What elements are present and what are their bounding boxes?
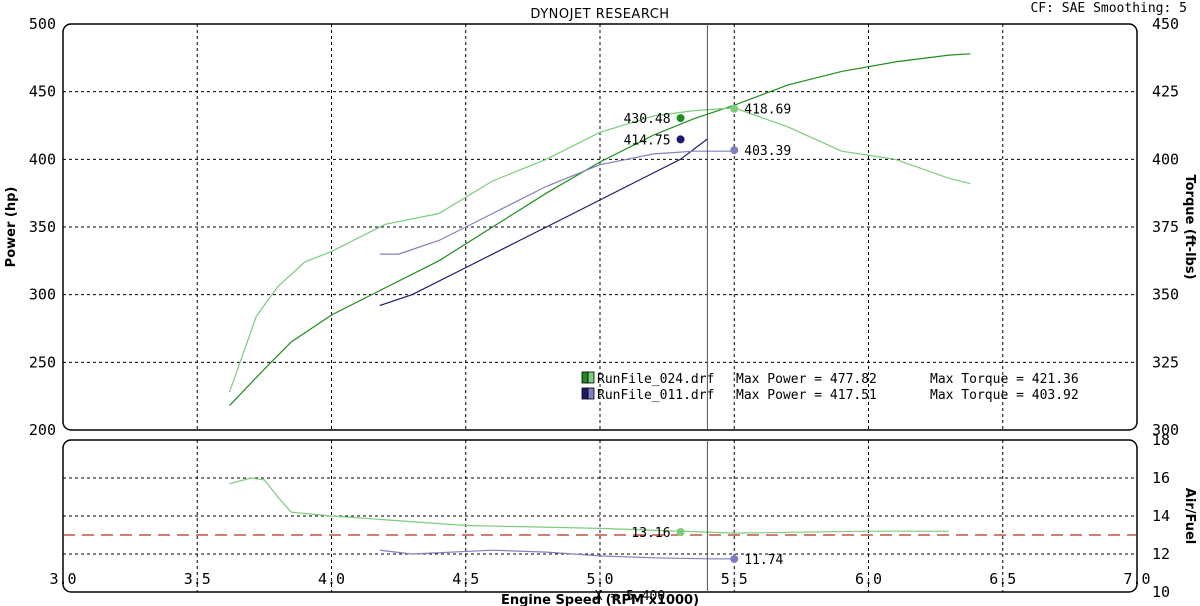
series-line-afr-runfile011drf bbox=[379, 549, 735, 560]
axis-ticks: 3.0 3.5 4.0 4.5 5.0 5.5 6.0 6.5 7.0 200 250 300 350 4… bbox=[29, 15, 1179, 601]
afr-tick-label: 14 bbox=[1152, 507, 1170, 525]
correction-factor: CF: SAE Smoothing: 5 bbox=[1030, 1, 1187, 16]
chart-title: DYNOJET RESEARCH bbox=[530, 7, 669, 22]
left-tick-label: 300 bbox=[29, 286, 56, 304]
cursor-marker-dot bbox=[676, 527, 685, 536]
air-fuel-series bbox=[229, 477, 949, 560]
left-tick-label: 450 bbox=[29, 83, 56, 101]
bottom-grid bbox=[63, 440, 1137, 592]
legend-swatch-run-024 bbox=[581, 371, 589, 384]
x-tick-label: 6.0 bbox=[855, 570, 882, 588]
legend-row: RunFile_024.drf Max Power = 477.82 Max T… bbox=[581, 371, 1079, 387]
cursor-value-label: 414.75 bbox=[624, 133, 671, 148]
x-tick-label: 4.0 bbox=[318, 570, 345, 588]
left-tick-label: 350 bbox=[29, 218, 56, 236]
afr-tick-label: 10 bbox=[1152, 583, 1170, 601]
cursor-value-label: 13.16 bbox=[631, 526, 670, 541]
legend-max-torque: Max Torque = 403.92 bbox=[930, 388, 1079, 403]
afr-tick-label: 18 bbox=[1152, 431, 1170, 449]
x-tick-label: 5.0 bbox=[586, 570, 613, 588]
right-tick-label: 450 bbox=[1152, 15, 1179, 33]
cursor-value-label: 403.39 bbox=[744, 144, 791, 159]
series-line-power-runfile011drf bbox=[379, 138, 708, 307]
cursor-marker-dot bbox=[730, 104, 739, 113]
x-tick-label: 6.5 bbox=[989, 570, 1016, 588]
cursor-markers: 430.48 418.69 414.75 403.39 13.16 11.74 bbox=[624, 103, 792, 568]
cursor-marker-dot bbox=[730, 146, 739, 155]
series-line-torque-runfile024drf bbox=[228, 107, 971, 393]
legend-max-power: Max Power = 417.51 bbox=[736, 388, 877, 403]
left-tick-label: 400 bbox=[29, 150, 56, 168]
cursor-marker-dot bbox=[676, 135, 685, 144]
left-tick-label: 200 bbox=[29, 421, 56, 439]
series-line-afr-runfile024drf bbox=[229, 477, 949, 534]
right-tick-label: 300 bbox=[1152, 421, 1179, 439]
right-tick-label: 325 bbox=[1152, 353, 1179, 371]
legend-max-torque: Max Torque = 421.36 bbox=[930, 372, 1079, 387]
legend-max-power: Max Power = 477.82 bbox=[736, 372, 877, 387]
series-line-power-runfile024drf bbox=[229, 53, 971, 407]
left-tick-label: 500 bbox=[29, 15, 56, 33]
series-line-torque-runfile011drf bbox=[379, 150, 735, 255]
x-tick-label: 7.0 bbox=[1123, 570, 1150, 588]
x-axis-label: Engine Speed (RPM x1000) bbox=[501, 593, 699, 606]
right-tick-label: 375 bbox=[1152, 218, 1179, 236]
afr-axis-label: Air/Fuel bbox=[1182, 488, 1197, 544]
x-tick-label: 4.5 bbox=[452, 570, 479, 588]
cursor-marker-dot bbox=[730, 554, 739, 563]
legend-file: RunFile_011.drf bbox=[597, 388, 714, 403]
cursor-marker-dot bbox=[676, 114, 685, 123]
right-axis-label: Torque (ft-lbs) bbox=[1182, 174, 1197, 279]
left-tick-label: 250 bbox=[29, 353, 56, 371]
x-tick-label: 3.0 bbox=[49, 570, 76, 588]
right-tick-label: 425 bbox=[1152, 83, 1179, 101]
legend-swatch-run-011 bbox=[581, 387, 589, 400]
top-grid bbox=[63, 24, 1137, 430]
cursor-value-label: 418.69 bbox=[744, 103, 791, 118]
left-axis-label: Power (hp) bbox=[4, 187, 19, 268]
cursor-readout: X = 5.400 bbox=[595, 589, 665, 604]
cursor-value-label: 430.48 bbox=[624, 112, 671, 127]
legend-file: RunFile_024.drf bbox=[597, 372, 714, 387]
cursor-value-label: 11.74 bbox=[744, 553, 783, 568]
legend-swatch-run-024-torque bbox=[587, 371, 595, 384]
right-tick-label: 350 bbox=[1152, 286, 1179, 304]
afr-tick-label: 16 bbox=[1152, 469, 1170, 487]
x-tick-label: 5.5 bbox=[721, 570, 748, 588]
legend-row: RunFile_011.drf Max Power = 417.51 Max T… bbox=[581, 387, 1079, 403]
legend-swatch-run-011-torque bbox=[587, 387, 595, 400]
legend: RunFile_024.drf Max Power = 477.82 Max T… bbox=[581, 371, 1079, 403]
afr-tick-label: 12 bbox=[1152, 545, 1170, 563]
power-torque-series bbox=[228, 53, 971, 407]
x-tick-label: 3.5 bbox=[184, 570, 211, 588]
right-tick-label: 400 bbox=[1152, 150, 1179, 168]
